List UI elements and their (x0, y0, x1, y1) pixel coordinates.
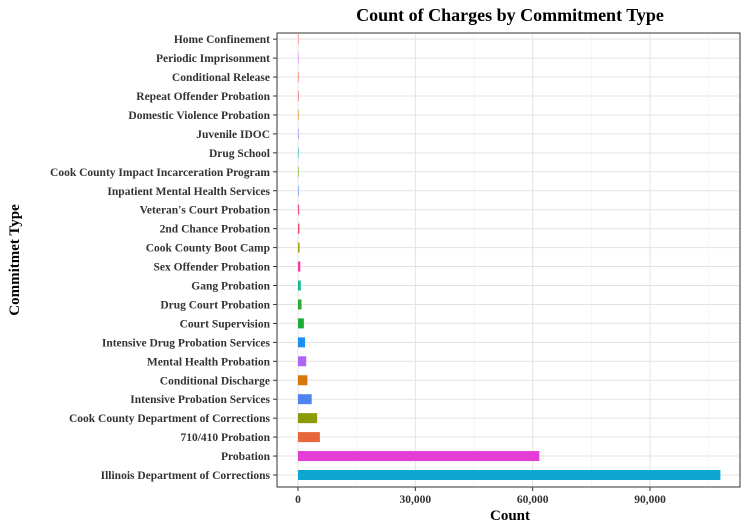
bar (298, 318, 304, 329)
bar (298, 356, 307, 367)
x-tick-label: 60,000 (517, 494, 549, 506)
category-label: Conditional Release (172, 72, 270, 84)
category-label: Gang Probation (191, 281, 270, 293)
bar (298, 128, 299, 139)
grid (278, 34, 739, 486)
bar (298, 299, 302, 310)
bar (298, 53, 299, 64)
category-label: Drug School (209, 148, 270, 160)
bar (298, 147, 299, 158)
category-label: Intensive Probation Services (130, 394, 270, 406)
bar (298, 223, 300, 234)
bar (298, 432, 320, 443)
y-axis-title: Commitmet Type (7, 204, 23, 316)
x-tick-label: 90,000 (634, 494, 666, 506)
category-label: Cook County Department of Corrections (69, 413, 271, 425)
bar (298, 242, 300, 253)
category-label: Court Supervision (180, 318, 271, 330)
bar (298, 280, 301, 291)
bar (298, 451, 540, 462)
category-label: Drug Court Probation (160, 299, 270, 311)
category-label: Cook County Impact Incarceration Program (50, 167, 270, 179)
category-label: Conditional Discharge (160, 375, 270, 387)
x-tick-label: 30,000 (400, 494, 432, 506)
x-axis-ticks: 0 30,000 60,000 90,000 (295, 487, 666, 506)
bar (298, 185, 299, 196)
bar (298, 413, 318, 424)
bar (298, 34, 299, 45)
category-label: Mental Health Probation (147, 356, 271, 368)
category-label: Veteran's Court Probation (140, 205, 271, 217)
chart-title: Count of Charges by Commitment Type (356, 5, 664, 25)
category-label: Cook County Boot Camp (146, 243, 270, 255)
category-label: 710/410 Probation (180, 432, 270, 444)
category-label: Periodic Imprisonment (156, 53, 270, 65)
category-label: Inpatient Mental Health Services (107, 186, 270, 198)
bar (298, 337, 306, 348)
category-label: Domestic Violence Probation (128, 110, 270, 122)
bar (298, 470, 721, 480)
category-label: Illinois Department of Corrections (101, 470, 271, 482)
category-label: Probation (221, 451, 271, 463)
category-label: Sex Offender Probation (154, 262, 271, 274)
category-label: Juvenile IDOC (196, 129, 270, 141)
bar (298, 204, 300, 215)
category-label: 2nd Chance Probation (160, 224, 271, 236)
category-label: Intensive Drug Probation Services (102, 337, 271, 349)
plot-panel (276, 32, 741, 488)
category-label: Repeat Offender Probation (136, 91, 270, 103)
bar (298, 72, 299, 83)
x-axis-title: Count (490, 508, 530, 524)
category-labels: Illinois Department of Corrections Probat… (50, 34, 277, 482)
bar (298, 109, 299, 120)
bar (298, 166, 299, 177)
bar (298, 394, 312, 405)
bar (298, 261, 301, 272)
x-tick-label: 0 (295, 494, 301, 506)
bar (298, 91, 299, 101)
category-label: Home Confinement (174, 34, 270, 46)
bars (298, 34, 721, 480)
bar (298, 375, 308, 386)
